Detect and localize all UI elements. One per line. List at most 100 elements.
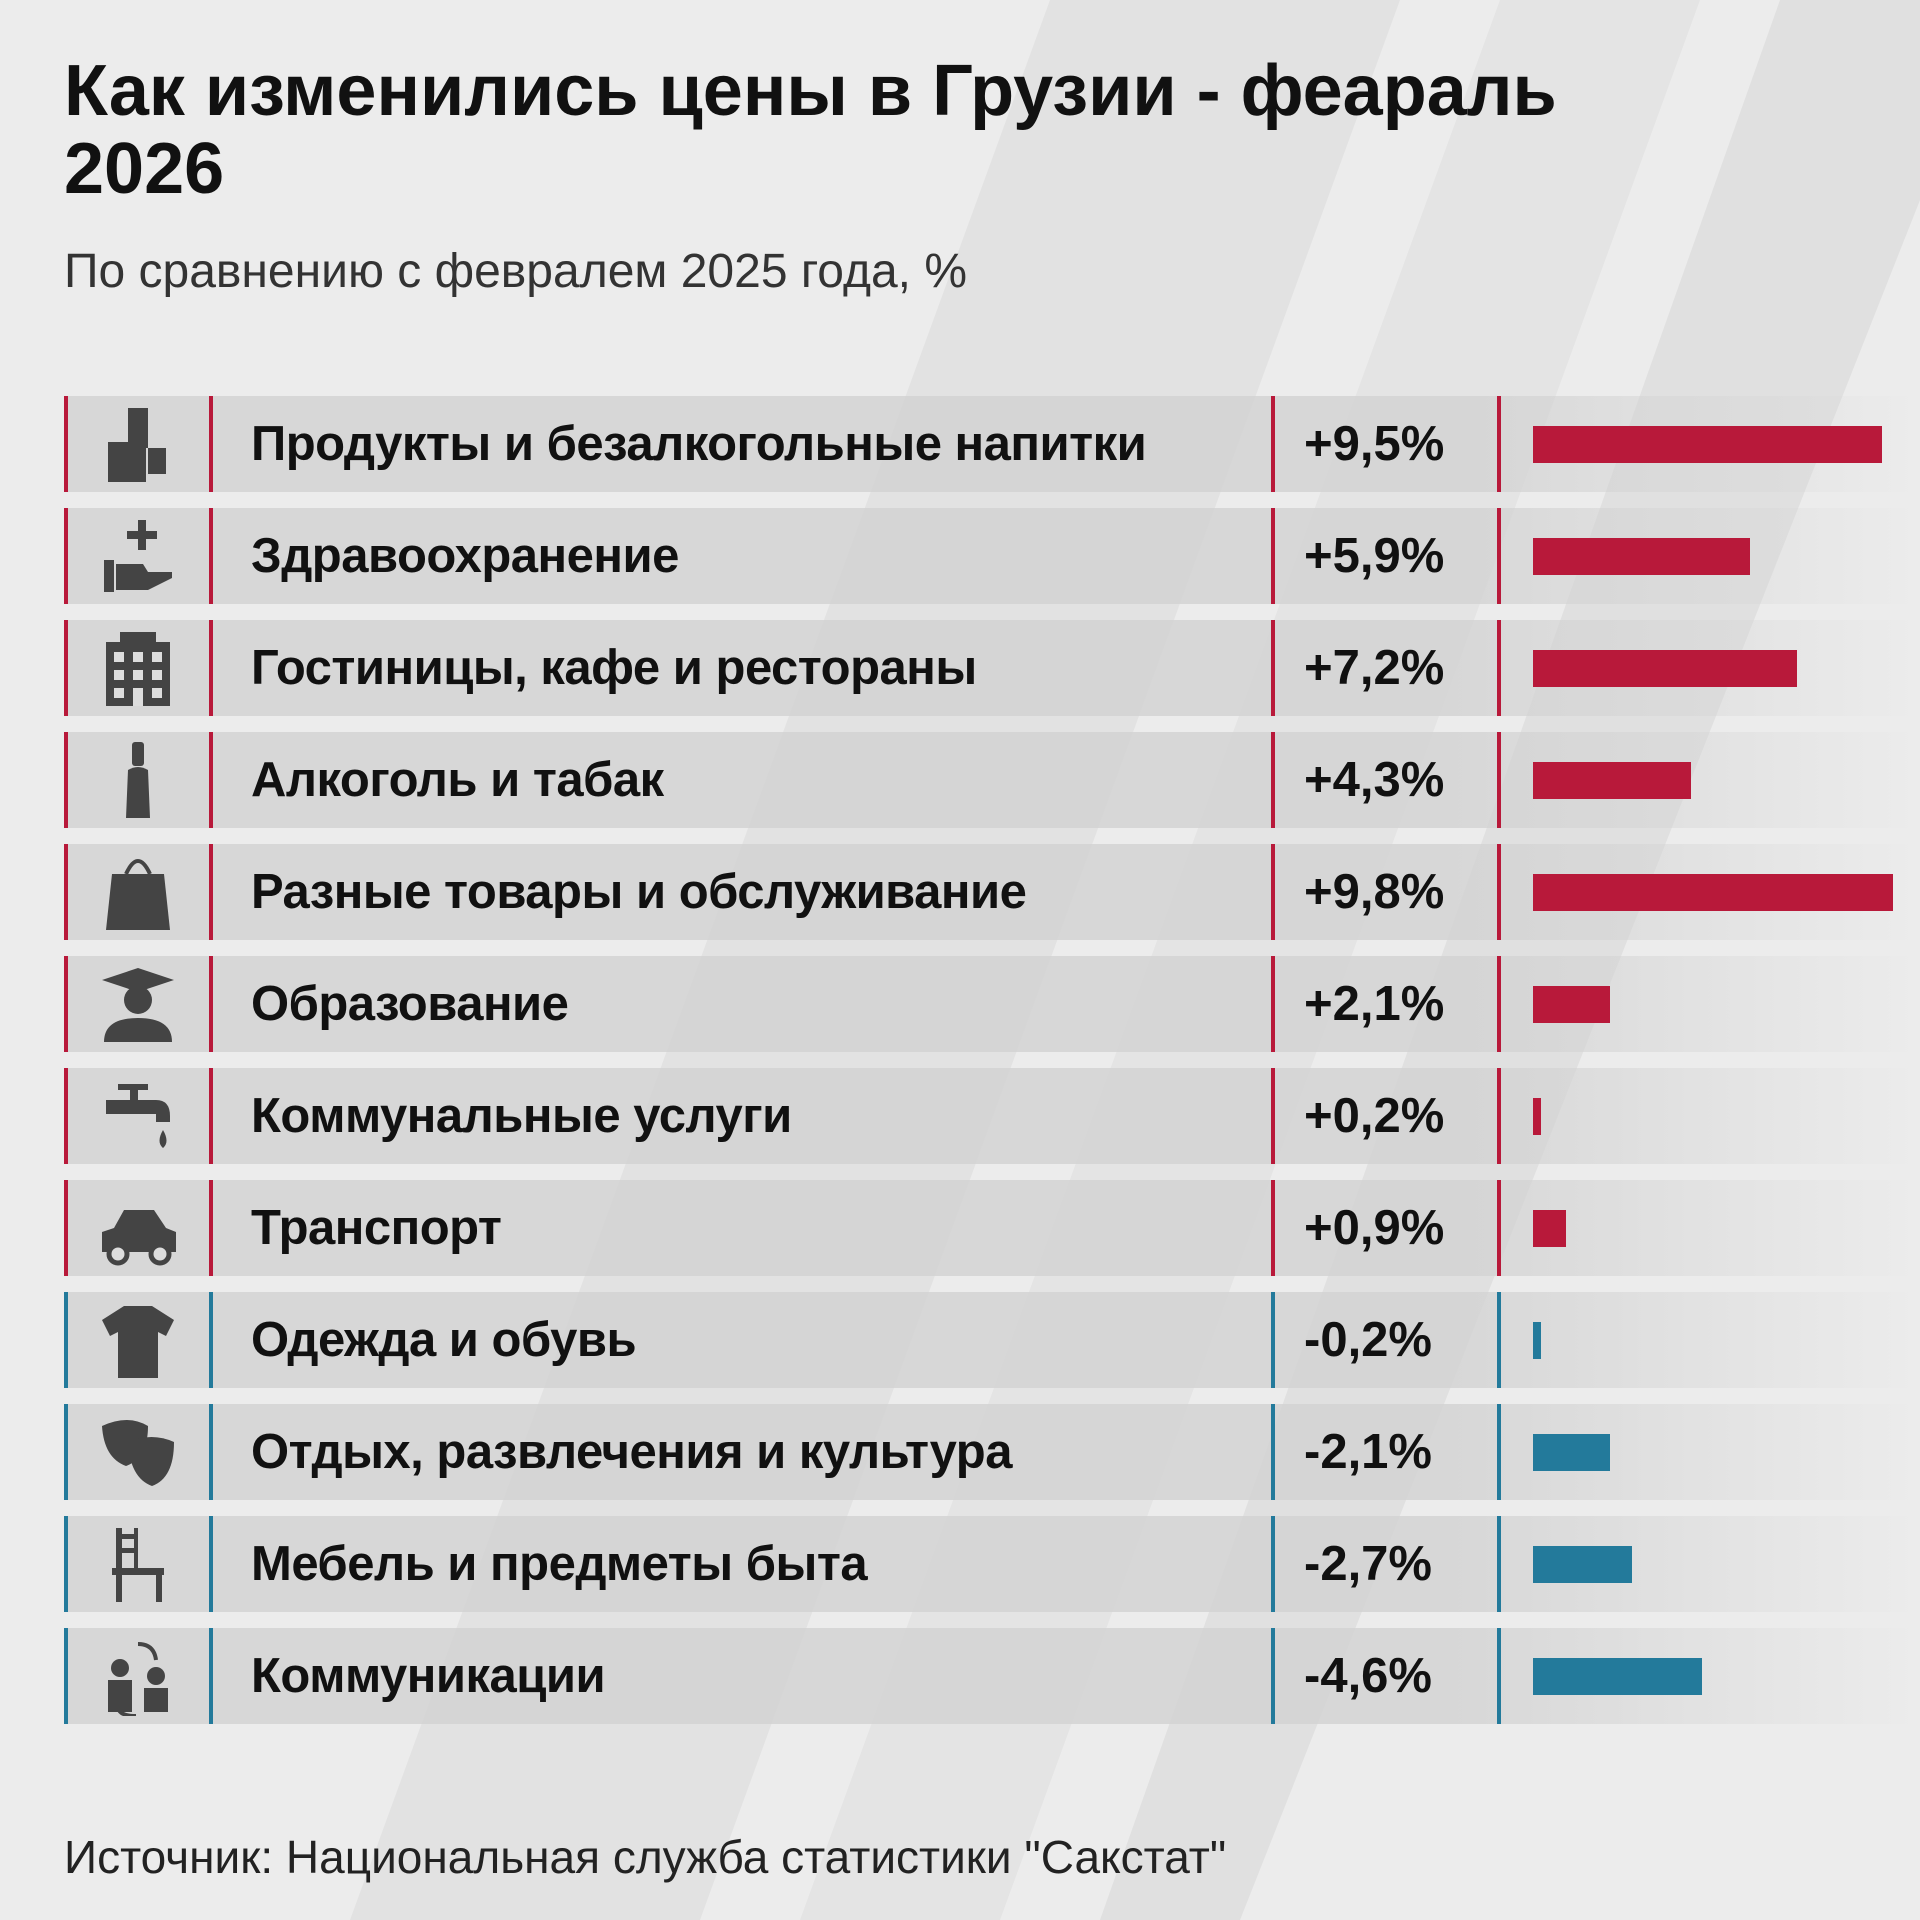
row-divider xyxy=(209,1180,213,1276)
chart-row: Продукты и безалкогольные напитки +9,5% xyxy=(64,396,1920,492)
bar xyxy=(1533,1658,1702,1695)
row-divider xyxy=(1497,956,1501,1052)
row-divider xyxy=(1271,620,1275,716)
chair-icon xyxy=(112,1528,164,1602)
category-label: Алкоголь и табак xyxy=(251,753,664,807)
chart-row: Коммуникации -4,6% xyxy=(64,1628,1920,1724)
car-icon xyxy=(102,1210,176,1266)
row-divider xyxy=(64,1292,68,1388)
value-label: +0,9% xyxy=(1304,1201,1445,1255)
value-label: -0,2% xyxy=(1304,1313,1433,1367)
value-label: +7,2% xyxy=(1304,641,1445,695)
row-divider xyxy=(1271,844,1275,940)
row-divider xyxy=(1497,844,1501,940)
category-label: Коммунальные услуги xyxy=(251,1089,792,1143)
row-divider xyxy=(1271,1068,1275,1164)
row-divider xyxy=(209,732,213,828)
chart-row: Разные товары и обслуживание +9,8% xyxy=(64,844,1920,940)
row-divider xyxy=(1271,1292,1275,1388)
row-divider xyxy=(209,1628,213,1724)
chart-row: Отдых, развлечения и культура -2,1% xyxy=(64,1404,1920,1500)
value-label: +9,5% xyxy=(1304,417,1445,471)
row-divider xyxy=(1497,1068,1501,1164)
bottle-icon xyxy=(126,742,150,818)
tshirt-icon xyxy=(102,1306,174,1378)
row-divider xyxy=(1271,396,1275,492)
row-divider xyxy=(209,508,213,604)
row-divider xyxy=(64,1068,68,1164)
bar xyxy=(1533,1434,1611,1471)
chart-row: Мебель и предметы быта -2,7% xyxy=(64,1516,1920,1612)
source-note: Источник: Национальная служба статистики… xyxy=(64,1831,1227,1883)
row-divider xyxy=(1497,1628,1501,1724)
row-divider xyxy=(1497,508,1501,604)
row-divider xyxy=(64,1404,68,1500)
bar xyxy=(1533,1098,1541,1135)
chart-row: Транспорт +0,9% xyxy=(64,1180,1920,1276)
row-divider xyxy=(64,844,68,940)
row-divider xyxy=(1497,1292,1501,1388)
bar xyxy=(1533,426,1882,463)
chart-title: Как изменились цены в Грузии - феараль 2… xyxy=(64,51,1557,209)
row-divider xyxy=(1271,732,1275,828)
row-divider xyxy=(1271,1180,1275,1276)
bar xyxy=(1533,1322,1541,1359)
groceries-icon xyxy=(108,408,166,482)
row-divider xyxy=(209,1292,213,1388)
bar xyxy=(1533,650,1798,687)
category-label: Разные товары и обслуживание xyxy=(251,865,1027,919)
category-label: Отдых, развлечения и культура xyxy=(251,1425,1012,1479)
communication-people-icon xyxy=(108,1642,168,1716)
row-divider xyxy=(209,956,213,1052)
bar xyxy=(1533,1546,1633,1583)
row-divider xyxy=(1497,1404,1501,1500)
faucet-icon xyxy=(106,1084,170,1148)
value-label: +5,9% xyxy=(1304,529,1445,583)
row-divider xyxy=(64,1180,68,1276)
row-divider xyxy=(1497,1516,1501,1612)
category-label: Продукты и безалкогольные напитки xyxy=(251,417,1147,471)
healthcare-hand-plus-icon xyxy=(104,520,172,592)
chart-row: Одежда и обувь -0,2% xyxy=(64,1292,1920,1388)
chart-row: Гостиницы, кафе и рестораны +7,2% xyxy=(64,620,1920,716)
chart-row: Здравоохранение +5,9% xyxy=(64,508,1920,604)
row-divider xyxy=(64,620,68,716)
row-divider xyxy=(1497,396,1501,492)
hotel-building-icon xyxy=(106,632,170,706)
theater-masks-icon xyxy=(102,1420,174,1486)
row-divider xyxy=(1271,1516,1275,1612)
category-label: Мебель и предметы быта xyxy=(251,1537,868,1591)
row-divider xyxy=(64,508,68,604)
shopping-bag-icon xyxy=(106,859,170,930)
graduate-icon xyxy=(102,968,174,1042)
category-label: Одежда и обувь xyxy=(251,1313,637,1367)
category-label: Транспорт xyxy=(251,1201,502,1255)
row-divider xyxy=(1271,1404,1275,1500)
row-divider xyxy=(1271,956,1275,1052)
value-label: -4,6% xyxy=(1304,1649,1433,1703)
value-label: -2,7% xyxy=(1304,1537,1433,1591)
value-label: +4,3% xyxy=(1304,753,1445,807)
category-label: Здравоохранение xyxy=(251,529,679,583)
bar xyxy=(1533,538,1750,575)
bar xyxy=(1533,874,1893,911)
chart-row: Алкоголь и табак +4,3% xyxy=(64,732,1920,828)
category-label: Гостиницы, кафе и рестораны xyxy=(251,641,977,695)
row-divider xyxy=(64,732,68,828)
bar xyxy=(1533,762,1691,799)
row-divider xyxy=(209,620,213,716)
value-label: +0,2% xyxy=(1304,1089,1445,1143)
bar xyxy=(1533,986,1611,1023)
row-divider xyxy=(1497,732,1501,828)
row-divider xyxy=(1271,1628,1275,1724)
value-label: -2,1% xyxy=(1304,1425,1433,1479)
category-label: Коммуникации xyxy=(251,1649,606,1703)
chart-subtitle: По сравнению с февралем 2025 года, % xyxy=(64,245,967,298)
row-divider xyxy=(209,1404,213,1500)
row-divider xyxy=(64,1516,68,1612)
value-label: +2,1% xyxy=(1304,977,1445,1031)
row-divider xyxy=(209,396,213,492)
chart-rows: Продукты и безалкогольные напитки +9,5% Зд… xyxy=(64,396,1920,1740)
row-divider xyxy=(1497,1180,1501,1276)
row-divider xyxy=(64,1628,68,1724)
